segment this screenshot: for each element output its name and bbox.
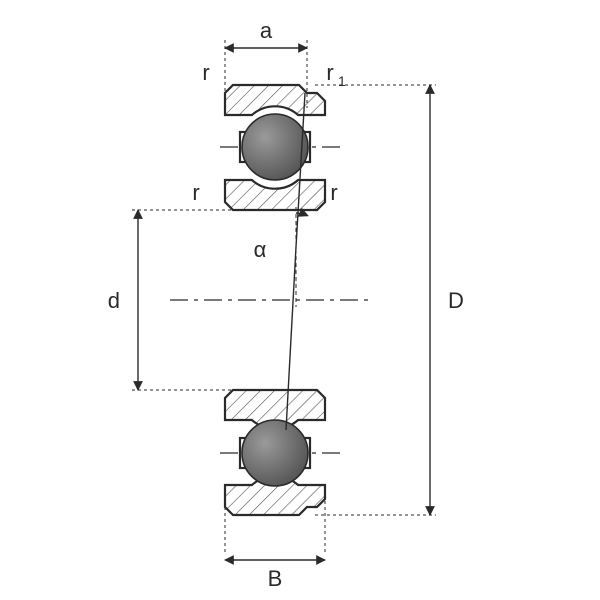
ball-top <box>242 114 308 180</box>
label-a: a <box>260 18 273 43</box>
label-r-top_right-sub: 1 <box>338 73 346 89</box>
label-r-inner_right: r <box>330 180 337 205</box>
inner-ring-top <box>225 180 325 210</box>
bearing-cross-section-diagram: aBdDαrr1rr <box>0 0 600 600</box>
label-r-top_left: r <box>202 60 209 85</box>
label-d: d <box>108 288 120 313</box>
label-r-top_right: r <box>326 60 333 85</box>
outer-ring-top <box>225 85 325 115</box>
label-alpha: α <box>254 237 267 262</box>
ball-bottom <box>242 420 308 486</box>
label-r-inner_left: r <box>192 180 199 205</box>
label-D: D <box>448 288 464 313</box>
label-B: B <box>268 566 283 591</box>
